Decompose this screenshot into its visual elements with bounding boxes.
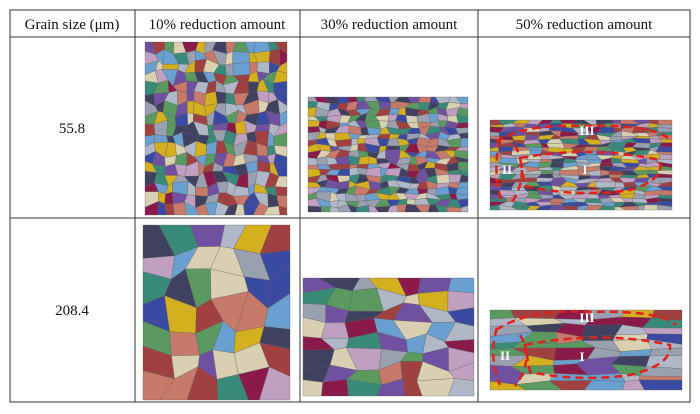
grain — [649, 138, 662, 144]
grain — [321, 379, 349, 397]
grain — [274, 186, 288, 196]
zone-boundary — [495, 310, 677, 332]
grain — [642, 327, 683, 335]
grain — [385, 145, 401, 151]
grain — [597, 126, 616, 134]
grain — [302, 379, 324, 397]
grain — [436, 174, 451, 184]
grain — [540, 170, 555, 175]
grain — [460, 138, 469, 148]
grain — [320, 206, 331, 213]
grain — [164, 191, 174, 205]
header-cell: Grain size (μm) — [25, 17, 120, 33]
grain — [232, 62, 251, 77]
grain-size-cell: 208.4 — [55, 303, 89, 319]
grain — [660, 139, 673, 143]
grain — [186, 91, 195, 102]
grain — [307, 119, 320, 128]
grain — [388, 108, 400, 116]
grain — [639, 366, 683, 377]
header-cell: 10% reduction amount — [149, 17, 286, 33]
grain — [356, 96, 366, 102]
grain — [657, 119, 673, 126]
grain — [169, 331, 200, 356]
table-grid — [9, 9, 691, 403]
grain — [609, 136, 622, 141]
grain — [460, 205, 469, 213]
grain — [594, 181, 616, 188]
header-cell: 30% reduction amount — [321, 17, 458, 33]
zone-label: I — [582, 162, 587, 177]
grain — [588, 175, 601, 179]
grain — [447, 277, 475, 294]
grain — [643, 204, 658, 211]
grain — [659, 153, 673, 160]
zone-boundary — [491, 327, 528, 387]
table-border — [9, 9, 691, 403]
grain — [307, 205, 322, 213]
grain — [273, 81, 288, 94]
grain — [187, 101, 195, 114]
zone-label: II — [502, 162, 512, 177]
grain — [385, 149, 401, 159]
grain — [224, 63, 234, 77]
zone-label: II — [500, 348, 510, 363]
grain — [418, 96, 432, 103]
grain — [259, 366, 291, 401]
zone-label: III — [579, 310, 594, 325]
grain — [638, 379, 683, 391]
grain-size-cell: 55.8 — [59, 121, 85, 137]
zone-boundary — [518, 150, 662, 195]
grain — [232, 51, 250, 64]
zone-boundary — [523, 336, 672, 380]
grain — [172, 202, 187, 216]
grain — [153, 134, 169, 143]
microstructure-images — [142, 41, 683, 401]
zone-label: III — [579, 123, 594, 138]
grain — [657, 204, 673, 211]
grain — [558, 169, 579, 176]
grain — [638, 375, 683, 381]
grain — [357, 138, 366, 145]
grain — [446, 206, 462, 213]
header-cell: 50% reduction amount — [516, 17, 653, 33]
grain — [645, 355, 683, 369]
grain — [489, 309, 515, 320]
grain — [320, 322, 349, 339]
grain — [161, 63, 179, 70]
zone-label: I — [579, 349, 584, 364]
grain — [195, 187, 209, 197]
grain — [447, 378, 475, 397]
grain — [278, 205, 288, 216]
grain — [307, 164, 320, 170]
grain — [215, 91, 227, 104]
deformation-zones — [491, 124, 677, 387]
grain — [307, 157, 318, 166]
zone-boundary — [495, 124, 669, 144]
grain — [549, 161, 564, 168]
grain — [489, 197, 507, 203]
grain — [489, 131, 500, 137]
grain — [559, 186, 579, 191]
grain — [144, 123, 156, 137]
